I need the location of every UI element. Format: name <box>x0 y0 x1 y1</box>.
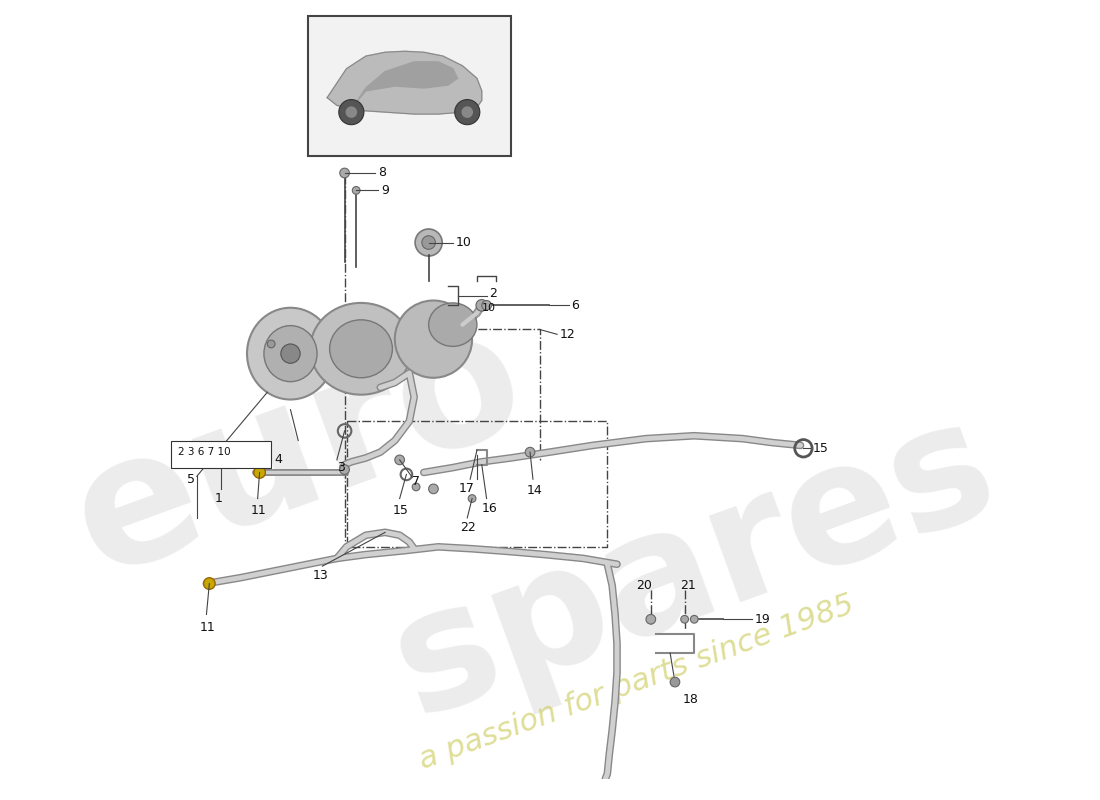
Ellipse shape <box>422 236 436 250</box>
Text: 10: 10 <box>482 303 496 314</box>
Circle shape <box>267 340 275 348</box>
Text: 11: 11 <box>251 504 266 517</box>
Polygon shape <box>327 51 482 114</box>
Text: 19: 19 <box>755 613 771 626</box>
Ellipse shape <box>330 320 393 378</box>
Text: 8: 8 <box>378 166 386 179</box>
Ellipse shape <box>310 303 411 394</box>
Text: 13: 13 <box>312 570 329 582</box>
Text: euro: euro <box>51 288 547 612</box>
Circle shape <box>204 578 216 590</box>
Text: 5: 5 <box>187 473 195 486</box>
Text: 1: 1 <box>214 492 222 505</box>
Text: spares: spares <box>373 382 1016 750</box>
Circle shape <box>476 299 487 311</box>
Text: 15: 15 <box>813 442 829 454</box>
FancyBboxPatch shape <box>170 441 272 468</box>
Circle shape <box>345 106 358 118</box>
Circle shape <box>646 614 656 624</box>
Circle shape <box>469 494 476 502</box>
Text: 4: 4 <box>274 454 282 466</box>
Text: 2: 2 <box>490 287 497 300</box>
Text: 9: 9 <box>382 184 389 197</box>
Text: 11: 11 <box>200 621 216 634</box>
Circle shape <box>412 483 420 491</box>
Text: 3: 3 <box>337 461 344 474</box>
Text: 20: 20 <box>636 579 652 592</box>
Text: 22: 22 <box>461 521 476 534</box>
Circle shape <box>340 168 350 178</box>
Ellipse shape <box>429 303 477 346</box>
Text: 10: 10 <box>455 236 472 249</box>
Circle shape <box>454 99 480 125</box>
Text: 14: 14 <box>527 484 543 498</box>
Circle shape <box>395 455 405 465</box>
Text: 17: 17 <box>459 482 474 495</box>
Ellipse shape <box>395 301 472 378</box>
Circle shape <box>462 106 473 118</box>
Text: 2 3 6 7 10: 2 3 6 7 10 <box>178 447 231 457</box>
Circle shape <box>280 344 300 363</box>
Circle shape <box>670 678 680 687</box>
Bar <box>308 15 510 155</box>
Circle shape <box>254 466 265 478</box>
Ellipse shape <box>415 229 442 256</box>
Text: 16: 16 <box>482 502 497 514</box>
Circle shape <box>482 301 492 310</box>
Ellipse shape <box>248 308 334 399</box>
Text: 21: 21 <box>680 579 695 592</box>
Text: 7: 7 <box>412 474 420 488</box>
Text: 6: 6 <box>572 299 580 312</box>
Polygon shape <box>356 62 458 102</box>
Circle shape <box>340 465 350 474</box>
Text: a passion for parts since 1985: a passion for parts since 1985 <box>415 590 858 774</box>
Circle shape <box>691 615 698 623</box>
Ellipse shape <box>264 326 317 382</box>
Circle shape <box>352 186 360 194</box>
Text: 12: 12 <box>560 328 575 341</box>
Circle shape <box>339 99 364 125</box>
Circle shape <box>525 447 535 457</box>
Text: 15: 15 <box>393 504 409 517</box>
Text: 18: 18 <box>683 693 698 706</box>
Circle shape <box>681 615 689 623</box>
Circle shape <box>429 484 438 494</box>
